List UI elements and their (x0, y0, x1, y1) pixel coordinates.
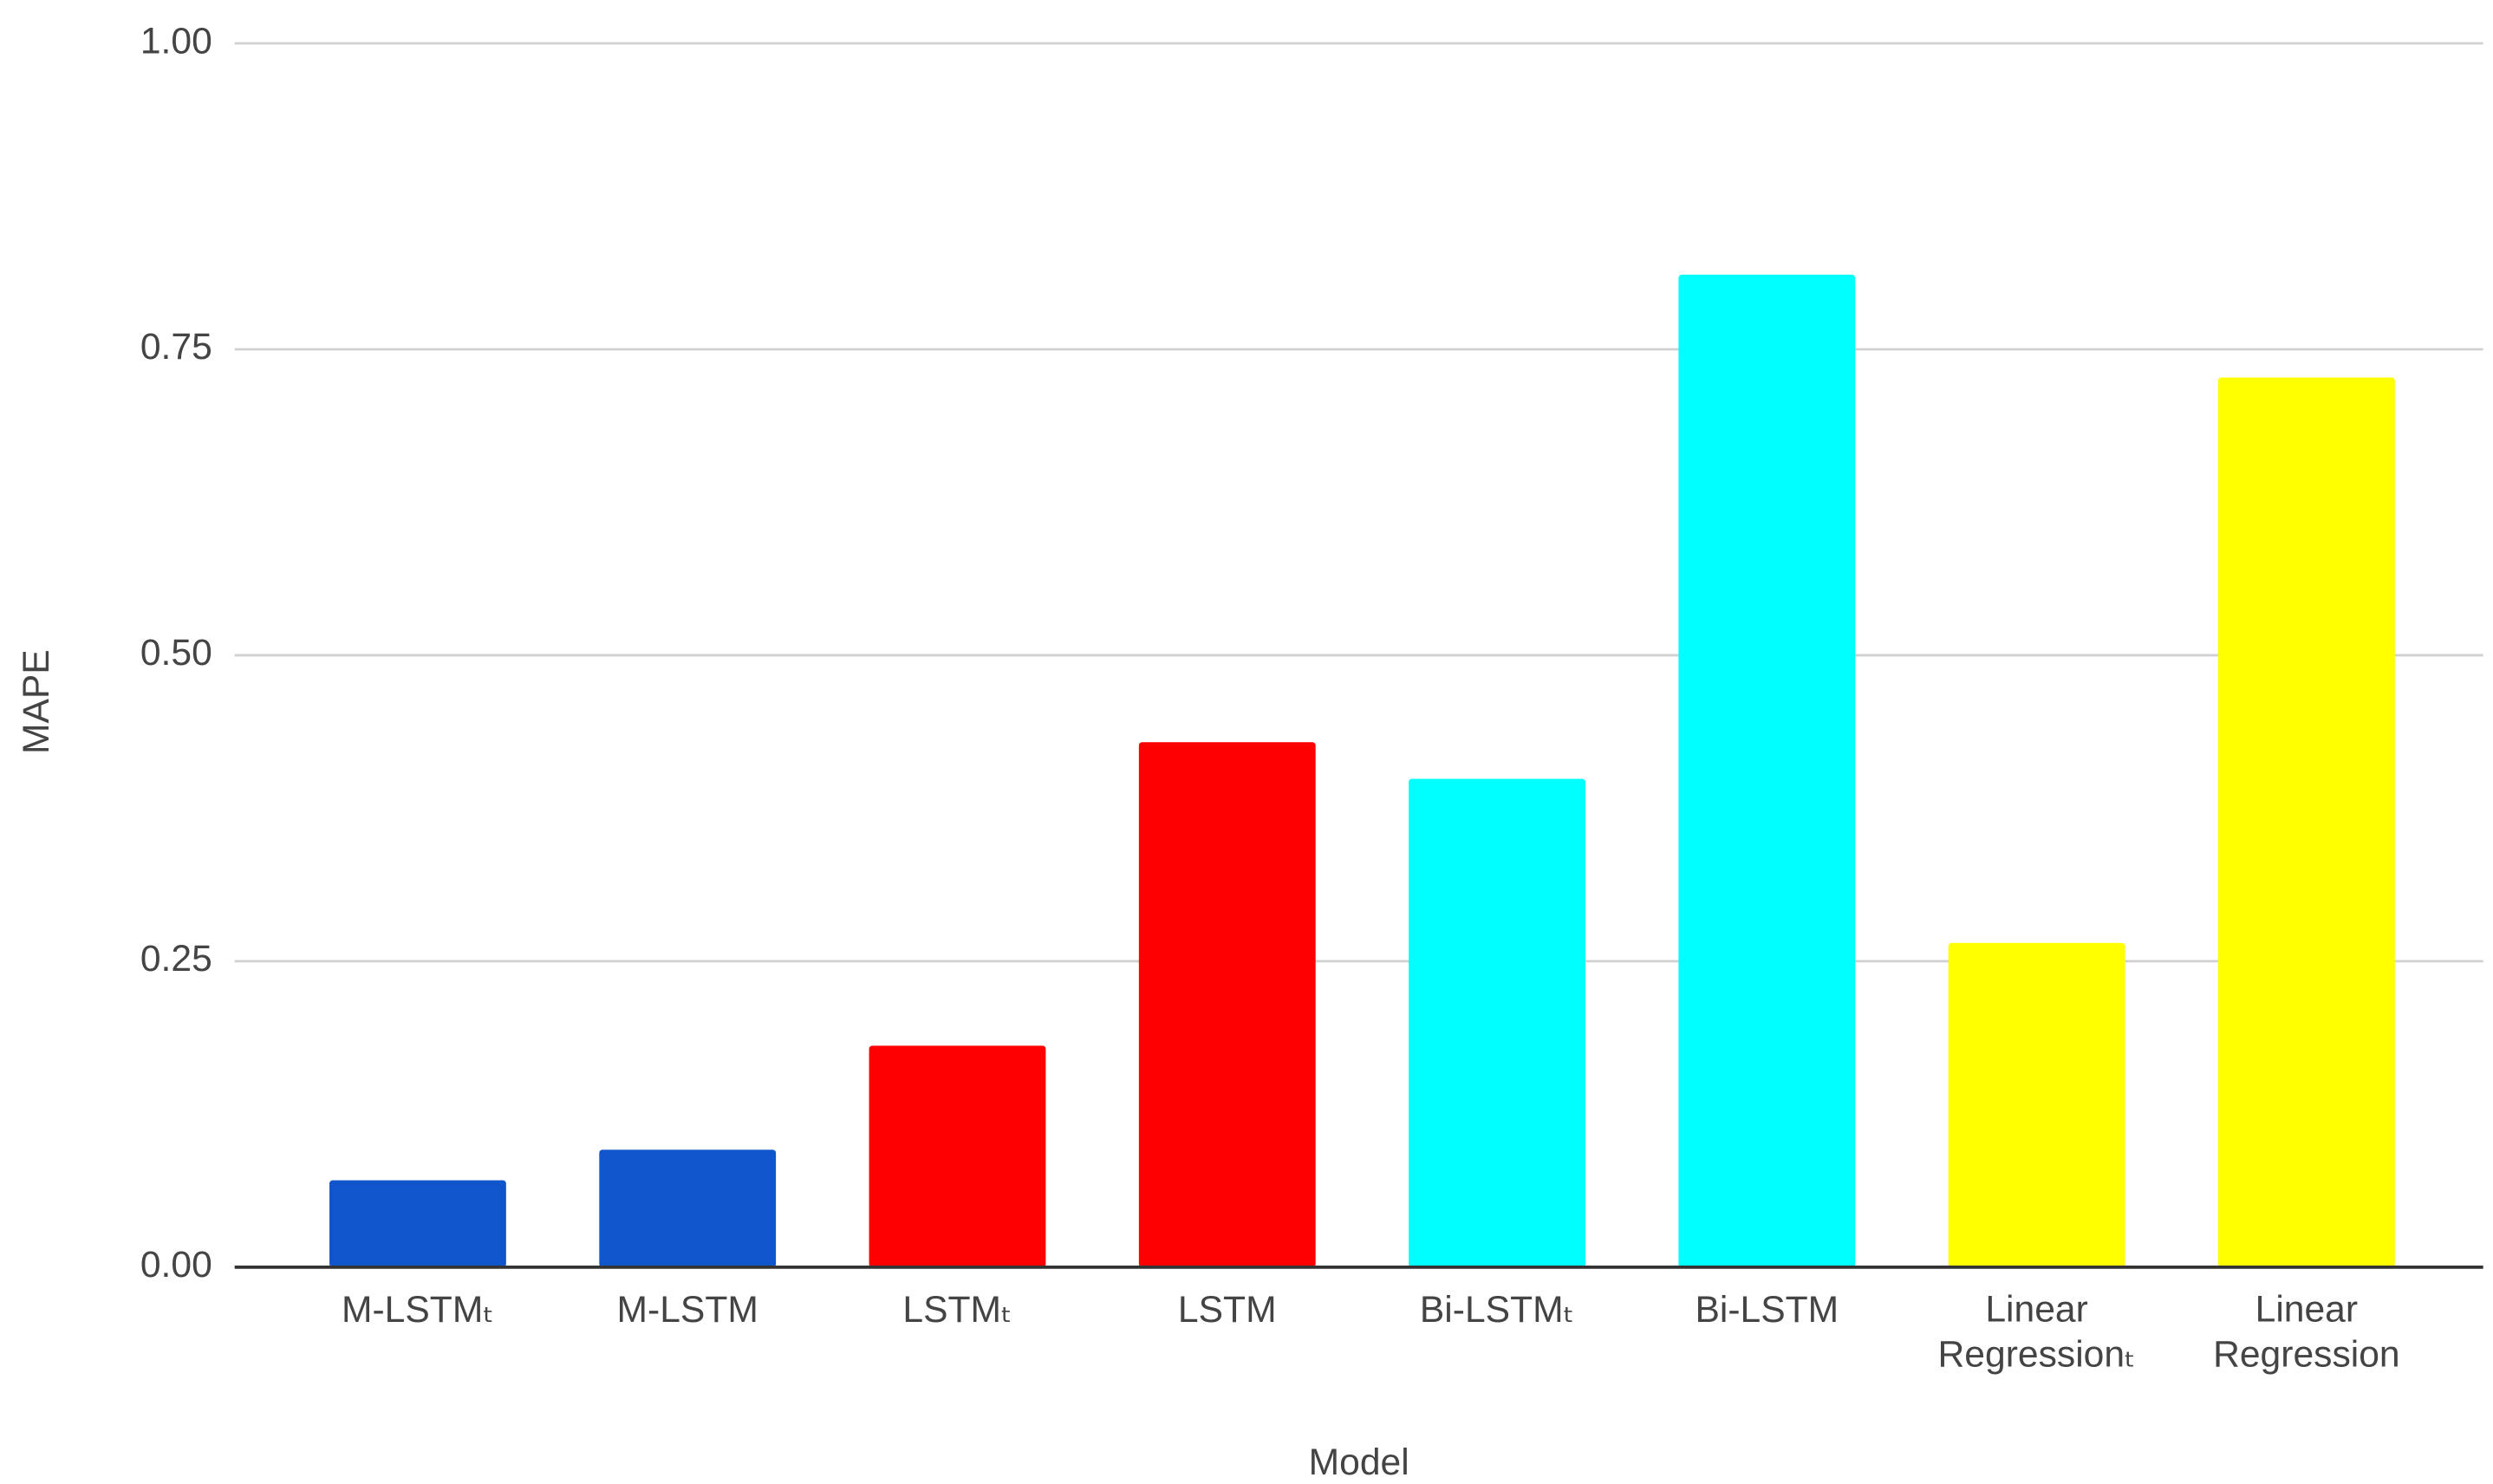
y-tick-label: 0.75 (140, 326, 212, 368)
bar (599, 1149, 777, 1267)
x-tick-label: Linear Regression (2213, 1289, 2400, 1376)
bar (1678, 274, 1856, 1267)
x-tick-label: Bi-LSTMₜ (1420, 1289, 1574, 1331)
x-tick-label: M-LSTMₜ (342, 1289, 494, 1331)
y-axis-label: MAPE (16, 649, 57, 754)
y-tick-label: 0.00 (140, 1244, 212, 1285)
x-tick-label: Bi-LSTM (1695, 1289, 1839, 1331)
bar (869, 1045, 1046, 1267)
x-tick-label: LSTM (1178, 1289, 1277, 1331)
bar (1138, 742, 1316, 1267)
x-tick-label: LSTMₜ (902, 1289, 1012, 1331)
bar (1409, 778, 1585, 1267)
bar (329, 1180, 506, 1267)
x-tick-label: M-LSTM (617, 1289, 758, 1331)
bar (2217, 377, 2395, 1267)
y-tick-label: 1.00 (140, 20, 212, 62)
x-tick-label: Linear Regressionₜ (1938, 1289, 2136, 1376)
bar (1948, 942, 2125, 1267)
y-tick-label: 0.50 (140, 632, 212, 674)
x-axis-label: Model (1309, 1442, 1409, 1483)
y-tick-label: 0.25 (140, 938, 212, 980)
